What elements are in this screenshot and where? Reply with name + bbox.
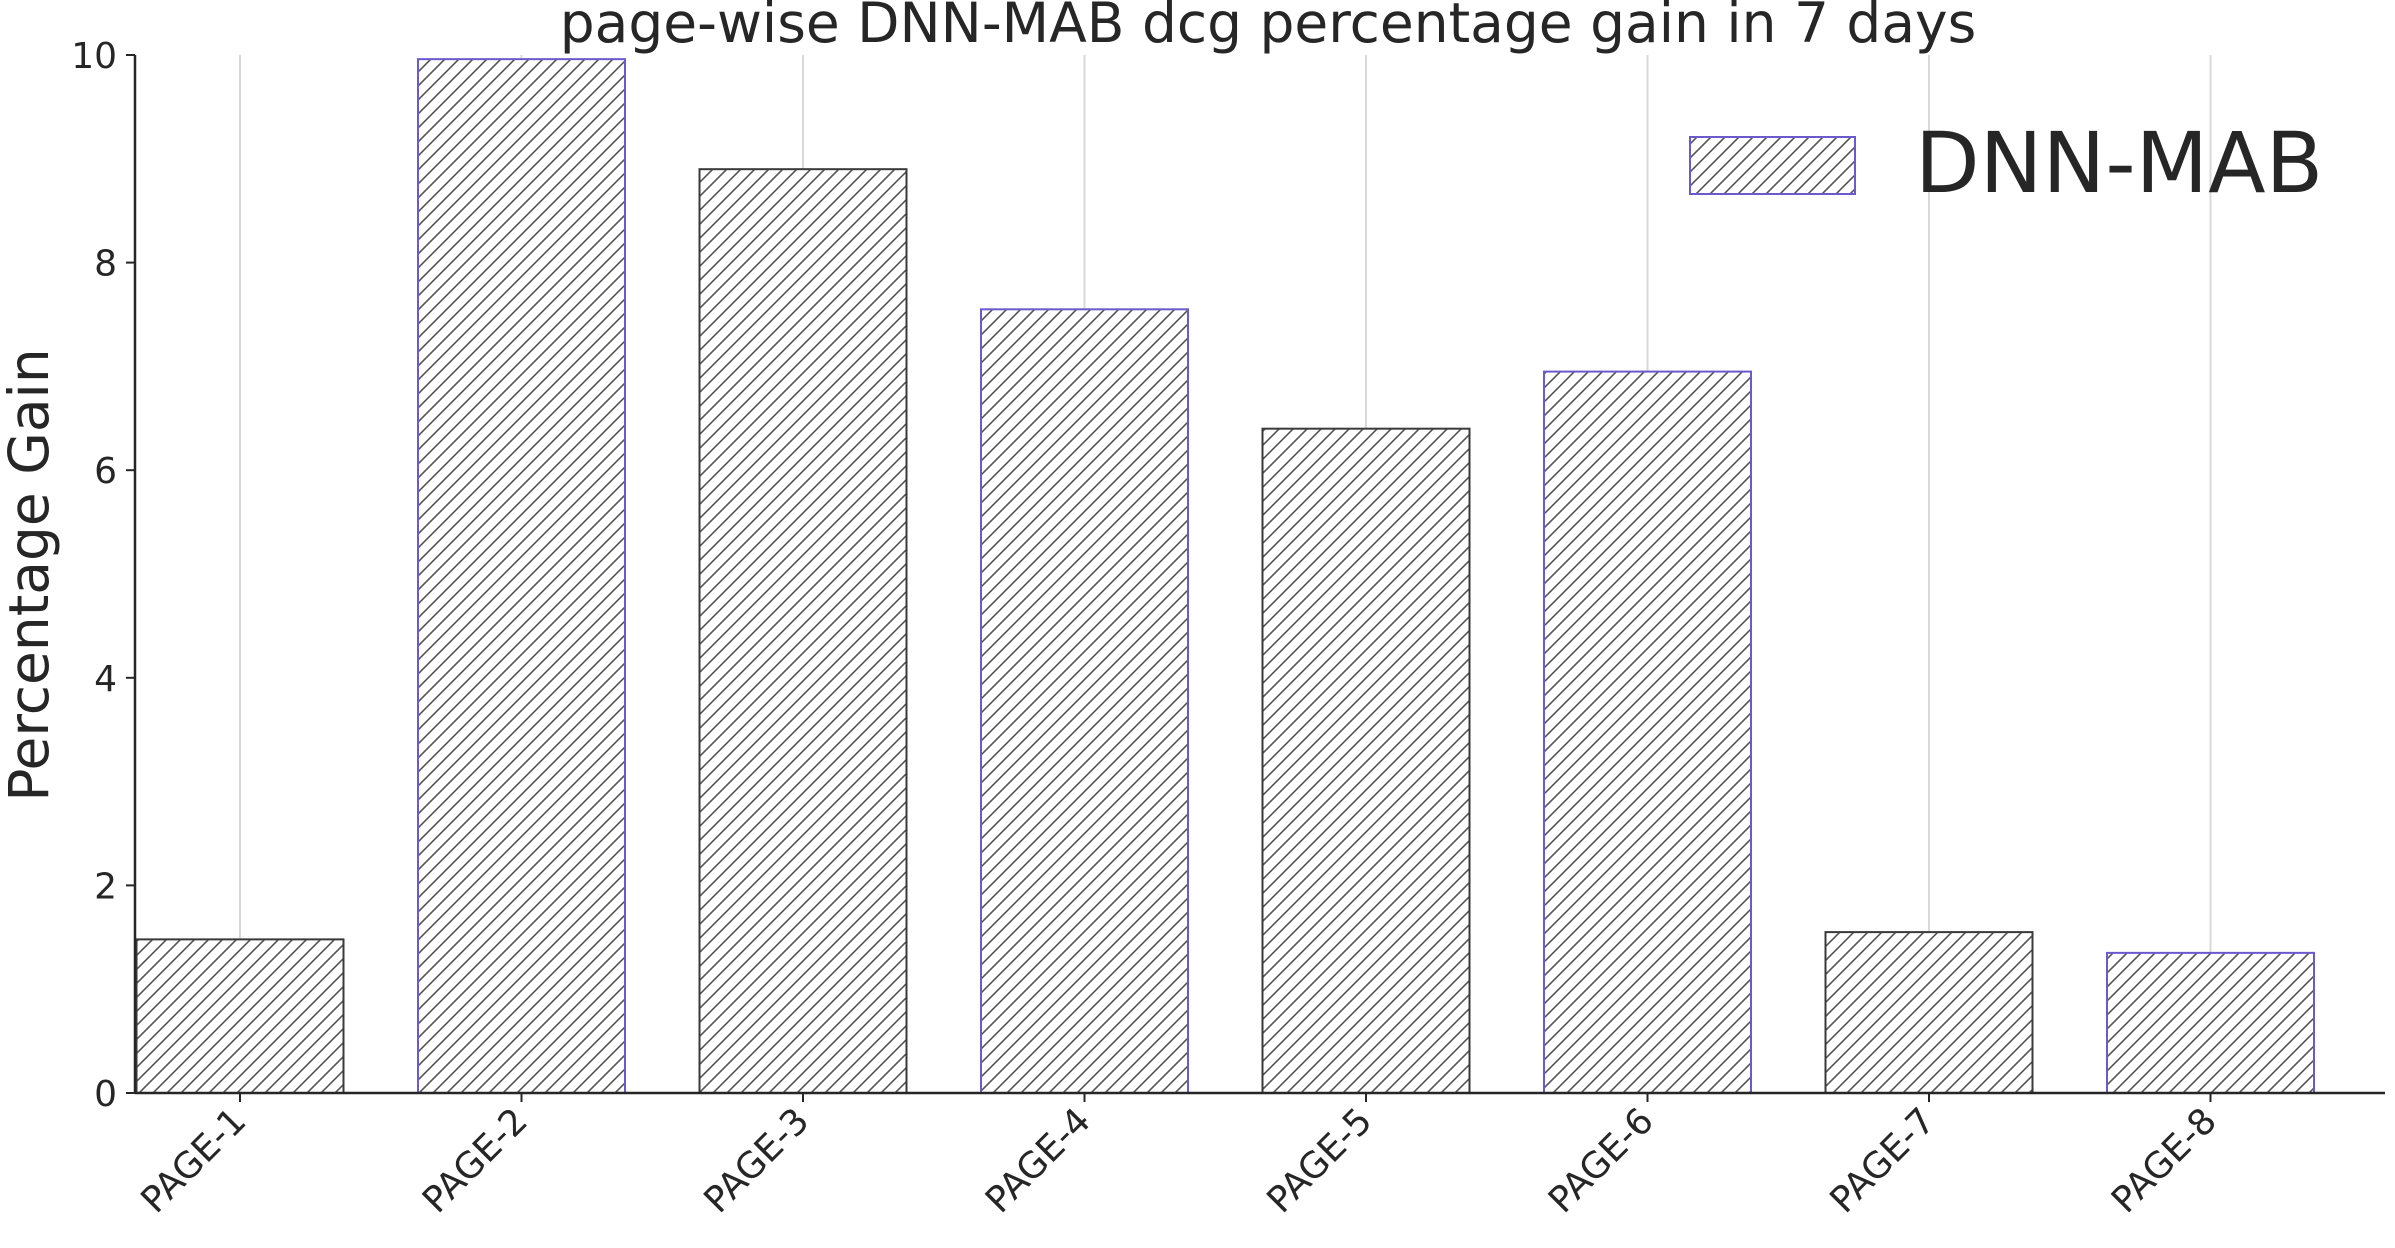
bar-page-5 <box>1261 427 1471 1094</box>
axes <box>133 55 2385 1095</box>
bars <box>135 58 2315 1095</box>
chart-title: page-wise DNN-MAB dcg percentage gain in… <box>560 0 1977 55</box>
y-axis-label: Percentage Gain <box>0 348 61 801</box>
bar-page-4 <box>980 308 1189 1094</box>
y-tick-label: 8 <box>94 244 117 285</box>
x-tick-label: PAGE-8 <box>2104 1100 2225 1221</box>
x-tick-label: PAGE-3 <box>696 1100 817 1221</box>
x-tick-label: PAGE-4 <box>978 1100 1099 1221</box>
y-tick-label: 10 <box>71 36 117 77</box>
legend-swatch <box>1689 136 1856 195</box>
bar-page-6 <box>1543 370 1752 1094</box>
y-ticks: 0 2 4 6 8 10 <box>71 36 135 1115</box>
bar-page-1 <box>135 938 345 1094</box>
bar-page-2 <box>417 58 626 1095</box>
x-tick-label: PAGE-1 <box>133 1100 254 1221</box>
bar-page-8 <box>2106 951 2315 1094</box>
y-tick-label: 4 <box>94 659 117 700</box>
legend: DNN-MAB <box>1689 114 2323 212</box>
y-tick-label: 6 <box>94 451 117 492</box>
bar-page-7 <box>1824 931 2034 1094</box>
legend-label: DNN-MAB <box>1915 114 2323 212</box>
x-tick-label: PAGE-7 <box>1822 1100 1943 1221</box>
bar-page-3 <box>698 168 908 1094</box>
y-tick-label: 2 <box>94 866 117 907</box>
y-tick-label: 0 <box>94 1074 117 1115</box>
x-tick-label: PAGE-2 <box>415 1100 536 1221</box>
x-tick-label: PAGE-6 <box>1541 1100 1662 1221</box>
x-ticks: PAGE-1 PAGE-2 PAGE-3 PAGE-4 PAGE-5 PAGE-6 PAGE… <box>133 1093 2225 1221</box>
x-tick-label: PAGE-5 <box>1259 1100 1380 1221</box>
